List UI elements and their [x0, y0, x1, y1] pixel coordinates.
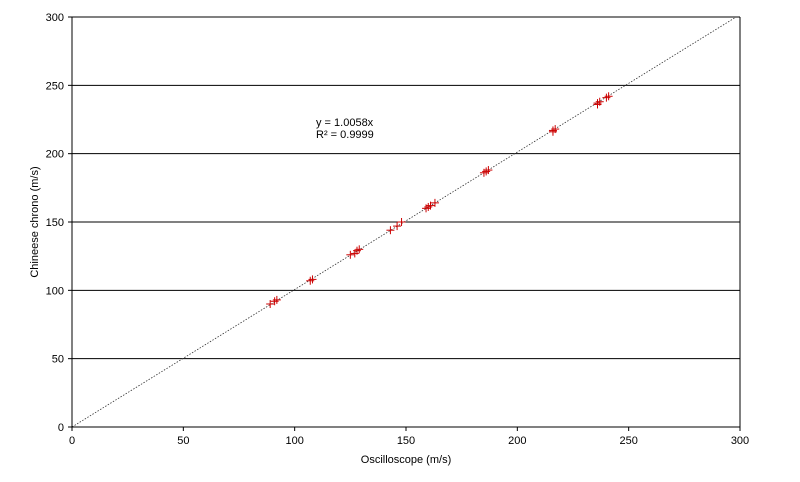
y-tick-label: 0: [58, 422, 64, 434]
data-point: [397, 218, 406, 226]
y-tick-label: 50: [52, 354, 64, 366]
y-tick-label: 200: [46, 149, 64, 161]
x-tick-label: 50: [177, 435, 189, 447]
y-tick-label: 250: [46, 80, 64, 92]
y-tick-label: 100: [46, 285, 64, 297]
data-point: [355, 245, 364, 254]
data-points: [266, 92, 613, 308]
x-tick-label: 100: [285, 435, 303, 447]
data-point: [551, 125, 560, 134]
x-tick-label: 150: [397, 435, 415, 447]
x-tick-label: 200: [508, 435, 526, 447]
data-point: [430, 198, 439, 207]
data-point: [595, 97, 604, 106]
x-tick-label: 300: [731, 435, 749, 447]
x-axis-label: Oscilloscope (m/s): [361, 454, 451, 466]
data-point: [424, 202, 433, 211]
data-point: [593, 99, 602, 108]
data-point: [346, 250, 355, 259]
data-point: [548, 126, 557, 135]
data-point: [386, 226, 395, 235]
trendline-r-squared: R² = 0.9999: [316, 129, 374, 141]
data-point: [482, 167, 491, 176]
data-point: [272, 295, 281, 304]
y-tick-label: 150: [46, 217, 64, 229]
data-point: [602, 93, 611, 102]
data-point: [308, 275, 317, 284]
data-point: [604, 92, 613, 101]
trendline-equation: y = 1.0058x: [316, 117, 374, 129]
gridlines: [72, 16, 740, 360]
data-point: [393, 222, 402, 231]
data-point: [484, 166, 493, 175]
y-tick-label: 300: [46, 12, 64, 24]
y-axis-label: Chineese chrono (m/s): [29, 166, 41, 277]
data-point: [266, 300, 275, 308]
x-tick-label: 0: [69, 435, 75, 447]
x-tick-label: 250: [619, 435, 637, 447]
tick-labels: 0 50 100 150 200 250 300 0 50 100 150 200 250 300: [46, 12, 750, 447]
axes: [68, 16, 741, 431]
data-point: [426, 201, 435, 210]
